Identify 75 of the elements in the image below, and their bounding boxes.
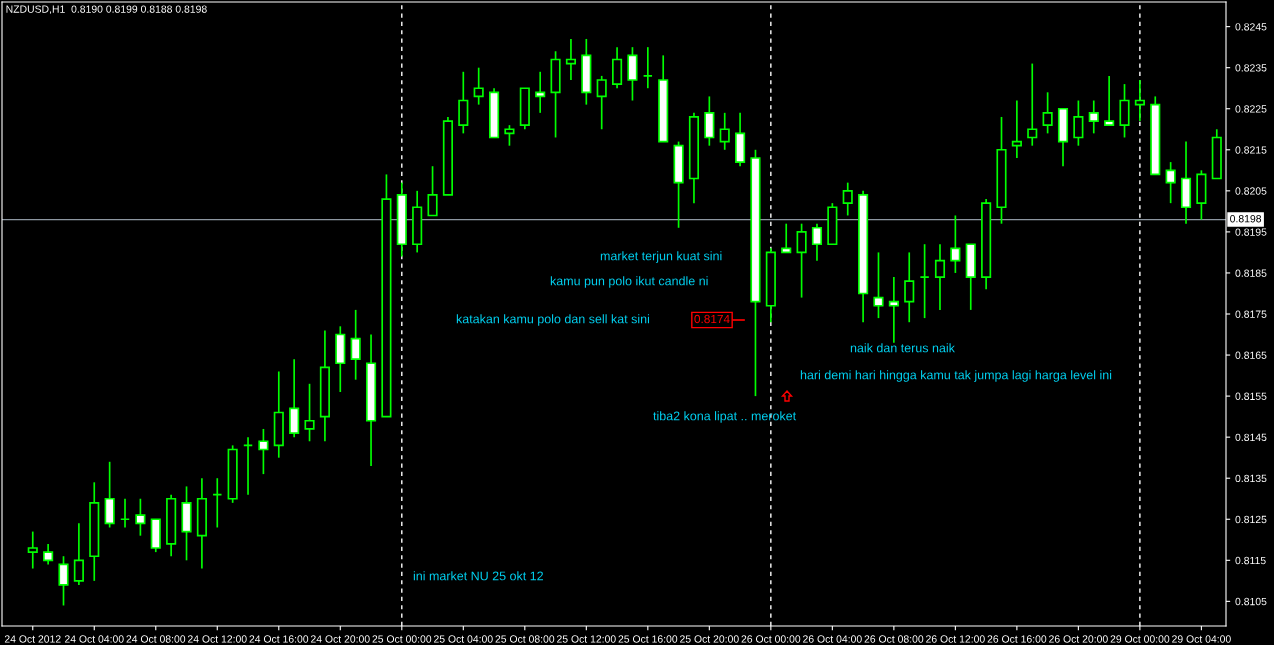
candlestick (873, 251, 884, 319)
x-tick-label: 24 Oct 12:00 (187, 635, 247, 643)
x-tick-label: 25 Oct 04:00 (434, 635, 493, 643)
candlestick (719, 112, 730, 151)
candlestick (473, 66, 484, 106)
y-tick-label: 0.8175 (1235, 310, 1267, 318)
candlestick (304, 382, 315, 443)
annotation: naik dan terus naik (850, 343, 955, 353)
y-tick-label: 0.8185 (1235, 269, 1267, 277)
x-tick-label: 25 Oct 20:00 (680, 635, 739, 643)
x-tick-label: 25 Oct 12:00 (557, 635, 616, 643)
ref-line-label: 0.8198 (1230, 215, 1262, 223)
x-tick-label: 26 Oct 08:00 (864, 635, 924, 643)
x-tick-label: 26 Oct 16:00 (987, 635, 1047, 643)
y-tick-label: 0.8155 (1235, 392, 1267, 400)
candlestick (904, 251, 915, 324)
candlestick (781, 222, 792, 254)
x-tick-label: 25 Oct 16:00 (618, 635, 678, 643)
candlestick (1104, 75, 1115, 126)
annotation: ini market NU 25 okt 12 (413, 571, 543, 581)
candlestick (58, 555, 69, 607)
candlestick (1165, 161, 1176, 204)
chart-title: NZDUSD,H1 0.8190 0.8199 0.8188 0.8198 (6, 5, 207, 14)
x-tick-label: 25 Oct 08:00 (495, 635, 555, 643)
x-tick-label: 29 Oct 04:00 (1172, 635, 1231, 643)
y-tick-label: 0.8225 (1235, 105, 1267, 113)
candlestick (27, 530, 38, 570)
y-tick-label: 0.8145 (1235, 433, 1267, 442)
candlestick (842, 181, 853, 217)
x-tick-label: 26 Oct 00:00 (741, 635, 801, 643)
candlestick (535, 70, 546, 114)
annotation: tiba2 kona lipat .. meroket (653, 411, 797, 423)
y-tick-label: 0.8105 (1235, 597, 1267, 606)
x-tick-label: 24 Oct 20:00 (310, 635, 370, 643)
candlestick (888, 276, 899, 344)
x-tick-label: 24 Oct 16:00 (249, 635, 309, 643)
x-tick-label: 24 Oct 2012 (4, 635, 61, 643)
candlestick (258, 428, 269, 475)
y-tick-label: 0.8135 (1235, 474, 1267, 483)
y-tick-label: 0.8115 (1235, 556, 1266, 565)
y-tick-label: 0.8165 (1235, 351, 1267, 359)
y-tick-label: 0.8125 (1235, 515, 1267, 524)
candlestick (135, 497, 146, 537)
candlestick (950, 214, 961, 274)
y-tick-label: 0.8235 (1235, 64, 1267, 72)
x-tick-label: 24 Oct 08:00 (126, 635, 186, 643)
y-tick-label: 0.8245 (1235, 23, 1267, 31)
candlestick (427, 165, 438, 217)
candlestick (1027, 62, 1038, 147)
candlestick (596, 75, 607, 131)
candlestick (1073, 99, 1084, 147)
candlestick (1042, 91, 1053, 135)
x-tick-label: 26 Oct 12:00 (926, 635, 985, 643)
candlestick (796, 222, 807, 299)
x-tick-label: 26 Oct 20:00 (1049, 635, 1108, 643)
x-tick-label: 26 Oct 04:00 (803, 635, 862, 643)
x-tick-label: 25 Oct 00:00 (372, 635, 432, 643)
y-tick-label: 0.8195 (1235, 228, 1267, 236)
candlestick (1088, 99, 1099, 135)
candlestick (73, 522, 84, 586)
y-tick-label: 0.8215 (1235, 146, 1267, 154)
annotation: market terjun kuat sini (600, 251, 722, 263)
candlestick (811, 222, 823, 262)
candlestick (1011, 99, 1022, 159)
annotation: kamu pun polo ikut candle ni (550, 276, 708, 288)
x-tick-label: 29 Oct 00:00 (1110, 635, 1170, 643)
candlestick (504, 124, 515, 147)
y-tick-label: 0.8205 (1235, 187, 1267, 195)
x-tick-label: 24 Oct 04:00 (64, 635, 124, 643)
annotation: 0.8174 (694, 314, 730, 324)
candlestick (43, 543, 54, 566)
candlestick (350, 309, 361, 381)
annotation: hari demi hari hingga kamu tak jumpa lagi harga level ini (800, 370, 1112, 382)
candlestick (934, 243, 946, 311)
annotation: katakan kamu polo dan sell kat sini (456, 314, 650, 326)
